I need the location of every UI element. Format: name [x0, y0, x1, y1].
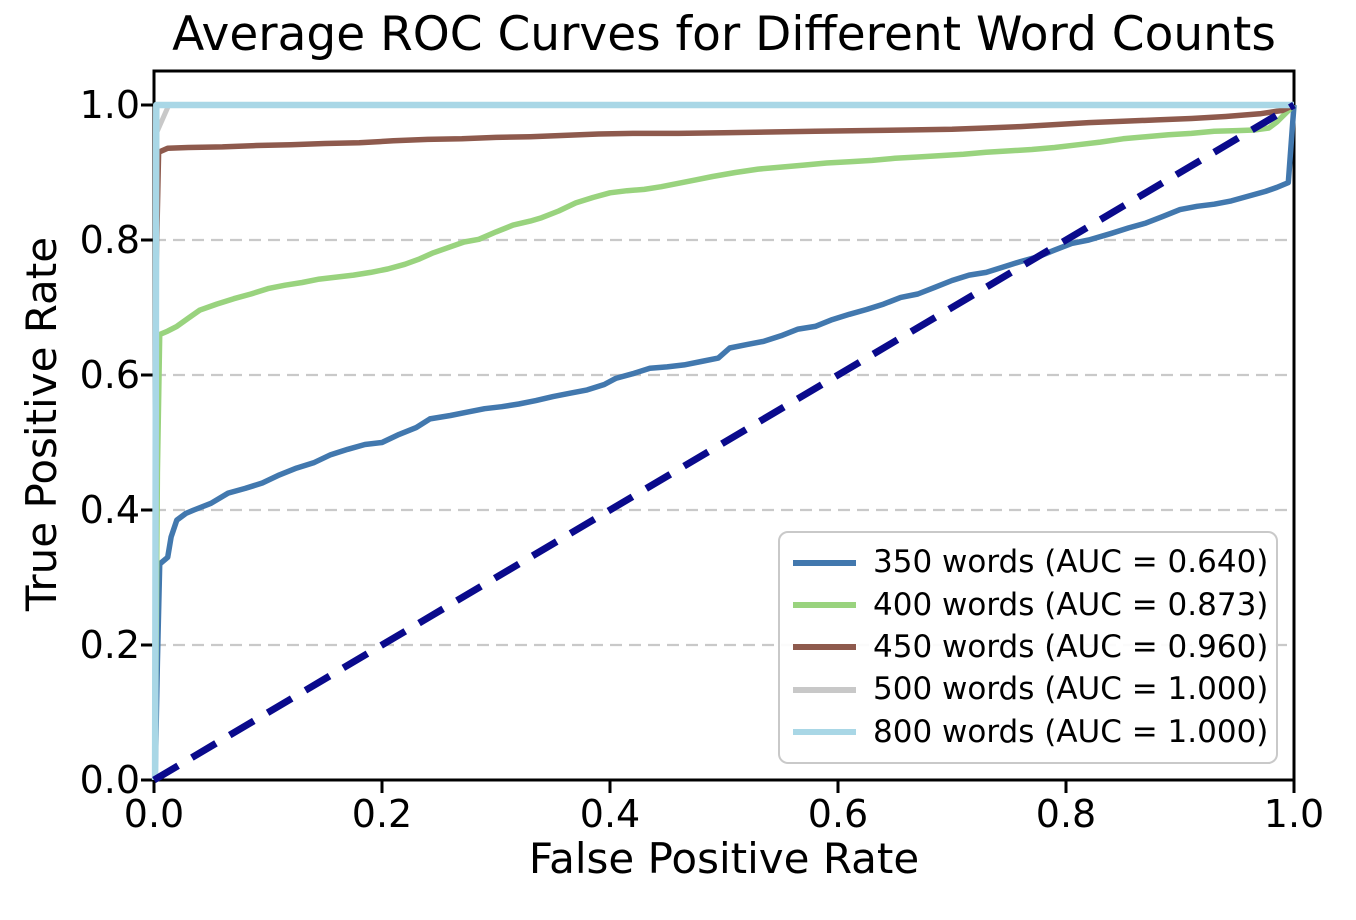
- legend-item: 350 words (AUC = 0.640): [780, 547, 1276, 578]
- legend-line-swatch-400-words: [793, 602, 856, 609]
- y-tick-label-1.0: 1.0: [79, 83, 140, 127]
- legend-item: 800 words (AUC = 1.000): [780, 713, 1276, 750]
- legend-label: 800 words (AUC = 1.000): [873, 713, 1269, 750]
- legend-line-swatch-450-words: [793, 644, 856, 651]
- legend-item: 400 words (AUC = 0.873): [780, 586, 1276, 623]
- legend-line-swatch-500-words: [793, 686, 856, 693]
- y-tick-label-0.2: 0.2: [79, 623, 140, 667]
- y-tick-label-0.4: 0.4: [79, 488, 140, 532]
- legend-line-swatch-800-words: [793, 729, 856, 736]
- legend-label: 450 words (AUC = 0.960): [873, 628, 1269, 665]
- x-axis-label: False Positive Rate: [528, 834, 920, 883]
- curve-800-words: [151, 101, 1294, 781]
- x-tick-label-0.8: 0.8: [1035, 792, 1097, 836]
- legend-label: 500 words (AUC = 1.000): [873, 671, 1269, 708]
- legend-line-swatch-350-words: [793, 559, 856, 566]
- chart-title: Average ROC Curves for Different Word Co…: [172, 7, 1276, 62]
- y-tick-label-0.6: 0.6: [79, 353, 140, 397]
- x-tick-label-0.0: 0.0: [123, 792, 185, 836]
- curve-400-words: [152, 103, 1296, 781]
- curve-chance-diagonal: [152, 101, 1296, 784]
- legend-item: 500 words (AUC = 1.000): [780, 674, 1276, 705]
- x-tick-label-0.6: 0.6: [807, 792, 869, 836]
- curve-450-words: [152, 102, 1296, 781]
- curve-350-words: [152, 104, 1297, 781]
- legend-label: 350 words (AUC = 0.640): [873, 544, 1269, 581]
- y-tick-label-0.0: 0.0: [79, 758, 140, 802]
- x-tick-label-0.4: 0.4: [579, 792, 641, 836]
- y-tick-label-0.8: 0.8: [79, 218, 140, 262]
- legend-label: 400 words (AUC = 0.873): [873, 586, 1269, 623]
- y-axis-label: True Positive Rate: [16, 236, 66, 612]
- legend-item: 450 words (AUC = 0.960): [780, 628, 1276, 665]
- legend: 350 words (AUC = 0.640) 400 words (AUC =…: [778, 531, 1278, 764]
- x-tick-label-1.0: 1.0: [1263, 792, 1325, 836]
- x-tick-label-0.2: 0.2: [351, 792, 413, 836]
